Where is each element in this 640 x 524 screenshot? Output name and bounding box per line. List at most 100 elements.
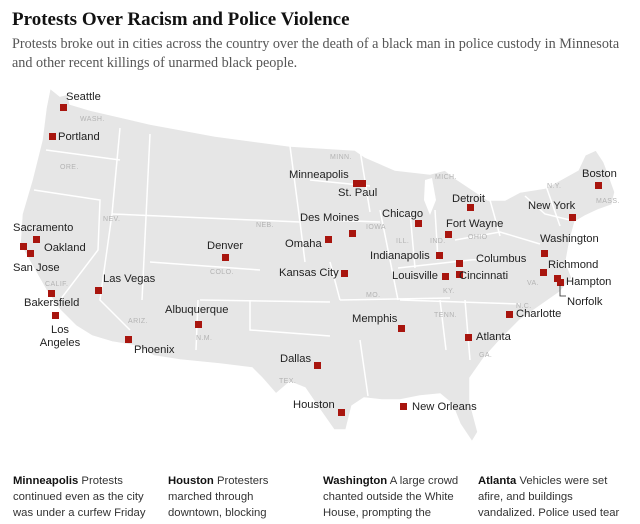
marker-cincinnati[interactable] bbox=[456, 271, 463, 278]
map-subtitle: Protests broke out in cities across the … bbox=[12, 36, 620, 71]
city-label-boston: Boston bbox=[582, 168, 617, 180]
blurb-text: Vehicles were set afire, and buildings v… bbox=[478, 475, 620, 519]
state-label-ny: N.Y. bbox=[547, 183, 562, 190]
state-label-wash: WASH. bbox=[80, 116, 105, 123]
marker-norfolk[interactable] bbox=[557, 279, 564, 286]
marker-dallas[interactable] bbox=[314, 362, 321, 369]
marker-portland[interactable] bbox=[49, 133, 56, 140]
city-label-chicago: Chicago bbox=[382, 208, 424, 220]
marker-boston[interactable] bbox=[595, 182, 602, 189]
marker-washington[interactable] bbox=[541, 250, 548, 257]
marker-columbus[interactable] bbox=[456, 260, 463, 267]
map-title: Protests Over Racism and Police Violence bbox=[12, 9, 350, 30]
marker-oakland[interactable] bbox=[20, 243, 27, 250]
city-label-st-paul: St. Paul bbox=[338, 187, 378, 199]
city-label-seattle: Seattle bbox=[66, 91, 101, 103]
city-label-washington: Washington bbox=[540, 233, 599, 245]
state-label-mo: MO. bbox=[366, 292, 381, 299]
city-label-dallas: Dallas bbox=[280, 353, 312, 365]
marker-des-moines[interactable] bbox=[349, 230, 356, 237]
state-label-ariz: ARIZ. bbox=[128, 318, 148, 325]
blurb-text: A large crowd chanted outside the White … bbox=[323, 475, 459, 519]
marker-los-angeles[interactable] bbox=[52, 312, 59, 319]
lake-michigan bbox=[424, 178, 436, 215]
marker-bakersfield[interactable] bbox=[48, 290, 55, 297]
city-label-atlanta: Atlanta bbox=[476, 331, 511, 343]
city-label-bakersfield: Bakersfield bbox=[24, 297, 80, 309]
state-label-mich: MICH. bbox=[435, 174, 457, 181]
state-label-ohio: OHIO bbox=[468, 234, 488, 241]
city-label-sacramento: Sacramento bbox=[13, 222, 74, 234]
state-label-minn: MINN. bbox=[330, 154, 352, 161]
city-label-omaha: Omaha bbox=[285, 238, 322, 250]
marker-san-jose[interactable] bbox=[27, 250, 34, 257]
blurb-houston: Houston Protesters marched through downt… bbox=[168, 473, 310, 521]
marker-minneapolis[interactable] bbox=[353, 180, 360, 187]
city-label-des-moines: Des Moines bbox=[300, 212, 360, 224]
marker-richmond[interactable] bbox=[540, 269, 547, 276]
blurb-washington: Washington A large crowd chanted outside… bbox=[323, 473, 465, 521]
city-label-minneapolis: Minneapolis bbox=[289, 169, 349, 181]
city-label-detroit: Detroit bbox=[452, 193, 485, 205]
marker-sacramento[interactable] bbox=[33, 236, 40, 243]
city-label-phoenix: Phoenix bbox=[134, 344, 175, 356]
state-label-nc: N.C. bbox=[516, 303, 532, 310]
state-label-neb: NEB. bbox=[256, 222, 274, 229]
state-label-ind: IND. bbox=[430, 238, 446, 245]
city-label-cincinnati: Cincinnati bbox=[459, 270, 509, 282]
marker-hampton[interactable] bbox=[554, 275, 561, 282]
city-label-louisville: Louisville bbox=[392, 270, 439, 282]
marker-houston[interactable] bbox=[338, 409, 345, 416]
state-label-iowa: IOWA bbox=[366, 224, 387, 231]
state-label-nm: N.M. bbox=[196, 335, 213, 342]
marker-new-orleans[interactable] bbox=[400, 403, 407, 410]
city-label-new-york: New York bbox=[528, 200, 576, 212]
marker-new-york[interactable] bbox=[569, 214, 576, 221]
marker-atlanta[interactable] bbox=[465, 334, 472, 341]
city-label-houston: Houston bbox=[293, 399, 335, 411]
city-label-los-angeles: Los Angeles bbox=[39, 324, 81, 349]
marker-memphis[interactable] bbox=[398, 325, 405, 332]
blurb-atlanta: Atlanta Vehicles were set afire, and bui… bbox=[478, 473, 620, 521]
city-label-denver: Denver bbox=[207, 240, 244, 252]
city-label-las-vegas: Las Vegas bbox=[103, 273, 156, 285]
city-label-portland: Portland bbox=[58, 131, 100, 143]
state-label-tex: TEX. bbox=[279, 378, 297, 385]
marker-phoenix[interactable] bbox=[125, 336, 132, 343]
marker-detroit[interactable] bbox=[467, 204, 474, 211]
blurb-city: Atlanta bbox=[478, 475, 517, 487]
marker-denver[interactable] bbox=[222, 254, 229, 261]
marker-chicago[interactable] bbox=[415, 220, 422, 227]
city-label-new-orleans: New Orleans bbox=[412, 401, 477, 413]
state-label-nev: NEV. bbox=[103, 216, 121, 223]
state-label-calif: CALIF. bbox=[45, 281, 69, 288]
marker-st-paul[interactable] bbox=[359, 180, 366, 187]
state-label-tenn: TENN. bbox=[434, 312, 457, 319]
blurb-city: Washington bbox=[323, 475, 388, 487]
state-label-ill: ILL. bbox=[396, 238, 410, 245]
marker-seattle[interactable] bbox=[60, 104, 67, 111]
blurb-city: Houston bbox=[168, 475, 214, 487]
marker-omaha[interactable] bbox=[325, 236, 332, 243]
city-label-norfolk: Norfolk bbox=[567, 296, 603, 308]
blurb-text: Protesters marched through downtown, blo… bbox=[168, 475, 269, 519]
marker-charlotte[interactable] bbox=[506, 311, 513, 318]
marker-louisville[interactable] bbox=[442, 273, 449, 280]
state-label-colo: COLO. bbox=[210, 269, 234, 276]
marker-las-vegas[interactable] bbox=[95, 287, 102, 294]
city-label-memphis: Memphis bbox=[352, 313, 398, 325]
contiguous-us-landmass bbox=[19, 86, 616, 444]
state-label-ga: GA. bbox=[479, 352, 493, 359]
marker-fort-wayne[interactable] bbox=[445, 231, 452, 238]
city-label-columbus: Columbus bbox=[476, 253, 527, 265]
marker-indianapolis[interactable] bbox=[436, 252, 443, 259]
city-label-richmond: Richmond bbox=[548, 259, 599, 271]
blurb-text: Protests continued even as the city was … bbox=[13, 475, 146, 519]
marker-albuquerque[interactable] bbox=[195, 321, 202, 328]
marker-kansas-city[interactable] bbox=[341, 270, 348, 277]
blurb-minneapolis: Minneapolis Protests continued even as t… bbox=[13, 473, 155, 521]
city-label-hampton: Hampton bbox=[566, 276, 612, 288]
city-label-kansas-city: Kansas City bbox=[279, 267, 339, 279]
blurb-city: Minneapolis bbox=[13, 475, 79, 487]
